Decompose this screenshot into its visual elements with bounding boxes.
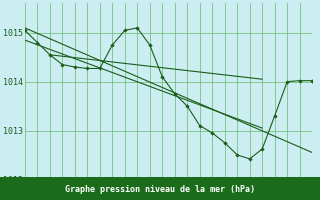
Text: Graphe pression niveau de la mer (hPa): Graphe pression niveau de la mer (hPa) [65,184,255,194]
